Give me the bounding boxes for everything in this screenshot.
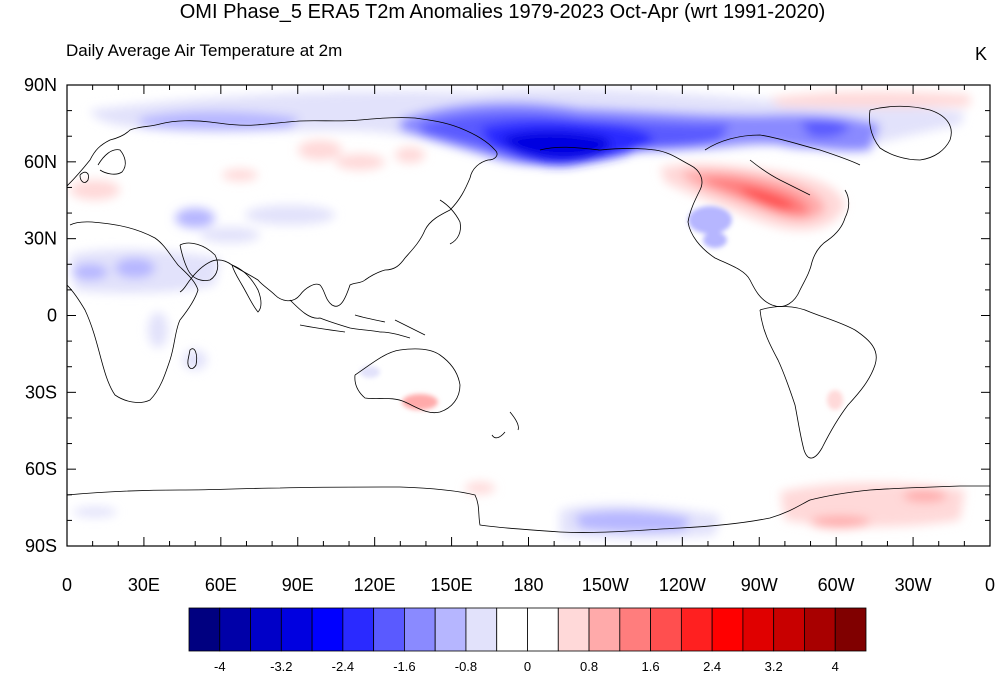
lon-label: 0	[62, 575, 72, 595]
lon-label: 60E	[205, 575, 237, 595]
colorbar-swatch	[680, 607, 713, 652]
lat-label: 30S	[25, 382, 57, 402]
colorbar	[188, 607, 867, 652]
lon-label: 0	[985, 575, 995, 595]
colorbar-tick-label: 0	[524, 659, 531, 674]
lon-label: 150W	[582, 575, 629, 595]
colorbar-tick-label: 1.6	[642, 659, 660, 674]
lon-label: 60W	[818, 575, 855, 595]
lat-label: 0	[47, 306, 57, 326]
colorbar-swatch	[434, 607, 467, 652]
colorbar-swatch	[311, 607, 344, 652]
colorbar-swatch	[527, 607, 559, 652]
longitude-labels: 0 30E 60E 90E 120E 150E 180 150W 120W 90W 60W 30W 0	[62, 575, 995, 595]
map-frame	[66, 84, 991, 547]
colorbar-swatch	[219, 607, 251, 652]
figure-subtitle: Daily Average Air Temperature at 2m	[66, 41, 343, 60]
colorbar-swatch	[188, 607, 221, 652]
colorbar-tick-label: -3.2	[270, 659, 292, 674]
colorbar-swatch	[280, 607, 313, 652]
colorbar-swatch	[834, 607, 867, 652]
colorbar-tick-label: 2.4	[703, 659, 721, 674]
colorbar-swatch	[588, 607, 621, 652]
lon-label: 30W	[895, 575, 932, 595]
colorbar-swatch	[342, 607, 375, 652]
colorbar-tick-label: 0.8	[580, 659, 598, 674]
lon-label: 90W	[741, 575, 778, 595]
lon-label: 150E	[431, 575, 473, 595]
latitude-labels: 90N 60N 30N 0 30S 60S 90S	[24, 75, 57, 556]
lon-label: 30E	[128, 575, 160, 595]
colorbar-swatch	[557, 607, 590, 652]
colorbar-swatch	[650, 607, 682, 652]
coastlines	[67, 105, 990, 533]
lon-label: 180	[513, 575, 543, 595]
colorbar-tick-label: 4	[832, 659, 839, 674]
colorbar-swatch	[742, 607, 775, 652]
colorbar-swatch	[619, 607, 651, 652]
colorbar-swatch	[773, 607, 805, 652]
lat-label: 60S	[25, 459, 57, 479]
colorbar-tick-label: -0.8	[455, 659, 477, 674]
colorbar-swatch	[373, 607, 405, 652]
colorbar-tick-label: -4	[214, 659, 226, 674]
colorbar-labels: -4 -3.2 -2.4 -1.6 -0.8 0 0.8 1.6 2.4 3.2 4	[214, 659, 839, 674]
temperature-anomaly-field	[70, 88, 970, 539]
colorbar-swatch	[711, 607, 744, 652]
lat-label: 60N	[24, 152, 57, 172]
colorbar-swatch	[496, 607, 528, 652]
colorbar-swatch	[804, 607, 836, 652]
colorbar-swatch	[404, 607, 436, 652]
colorbar-swatch	[465, 607, 498, 652]
lon-label: 120W	[659, 575, 706, 595]
lat-label: 30N	[24, 229, 57, 249]
colorbar-swatch	[250, 607, 282, 652]
colorbar-tick-label: -1.6	[393, 659, 415, 674]
lat-label: 90N	[24, 75, 57, 95]
lat-label: 90S	[25, 536, 57, 556]
lon-label: 120E	[354, 575, 396, 595]
figure-title: OMI Phase_5 ERA5 T2m Anomalies 1979-2023…	[179, 1, 826, 23]
lon-label: 90E	[282, 575, 314, 595]
colorbar-tick-label: -2.4	[332, 659, 354, 674]
units-label: K	[975, 44, 988, 64]
colorbar-tick-label: 3.2	[765, 659, 783, 674]
